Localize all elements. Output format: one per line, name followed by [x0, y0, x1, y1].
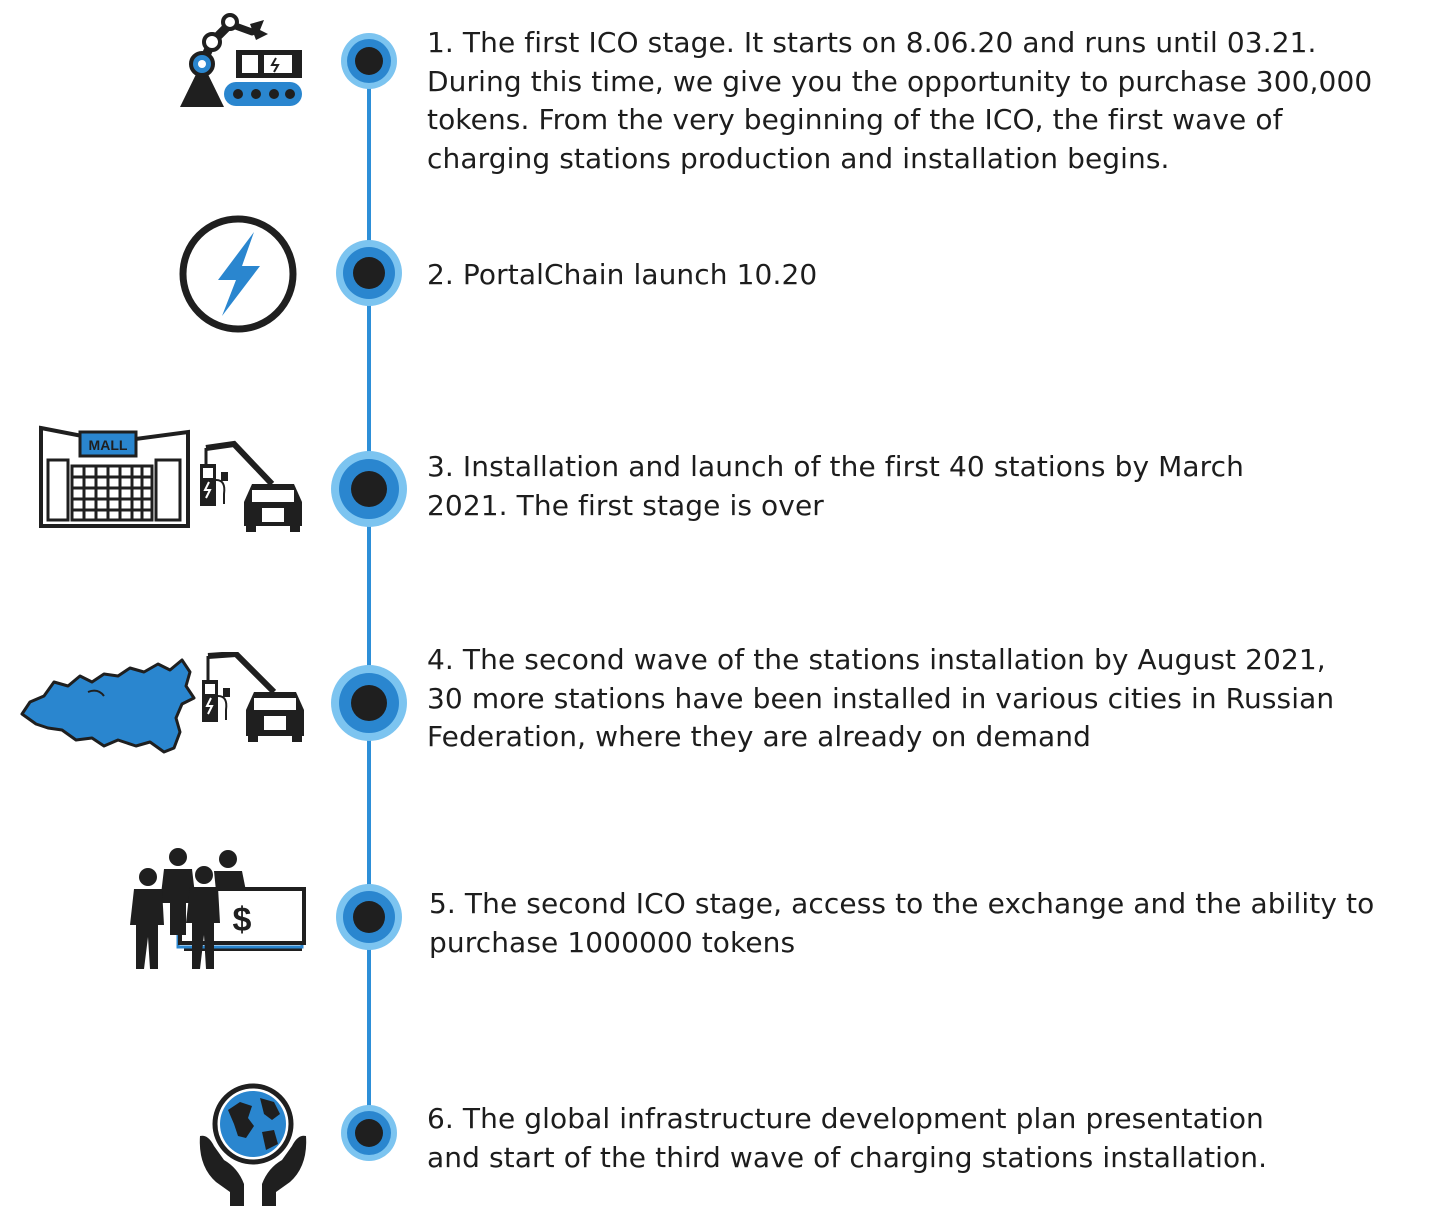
timeline-node-3	[331, 451, 407, 527]
globe-in-hands-icon	[199, 1083, 307, 1206]
timeline-node-4	[331, 665, 407, 741]
step-1-text: 1. The first ICO stage. It starts on 8.0…	[427, 26, 1373, 175]
step-5-text: 5. The second ICO stage, access to the e…	[429, 887, 1375, 959]
step-3-text: 3. Installation and launch of the first …	[427, 450, 1244, 522]
timeline-node-2	[336, 240, 402, 306]
timeline-line	[367, 58, 371, 1133]
step-2-text: 2. PortalChain launch 10.20	[427, 258, 818, 291]
mall-sign: MALL	[89, 437, 128, 453]
timeline-node-1	[341, 33, 397, 89]
factory-robot-conveyor-icon	[180, 13, 302, 107]
step-6-text: 6. The global infrastructure development…	[427, 1102, 1268, 1174]
timeline-node-5	[336, 884, 402, 950]
timeline-node-6	[341, 1105, 397, 1161]
mall-charging-station-icon: MALL	[39, 425, 302, 532]
svg-text:$: $	[233, 901, 252, 939]
russia-map-charging-station-icon	[20, 652, 304, 754]
lightning-circle-icon	[179, 215, 297, 333]
investors-banknote-icon: $	[130, 848, 306, 969]
step-4-text: 4. The second wave of the stations insta…	[427, 643, 1335, 753]
